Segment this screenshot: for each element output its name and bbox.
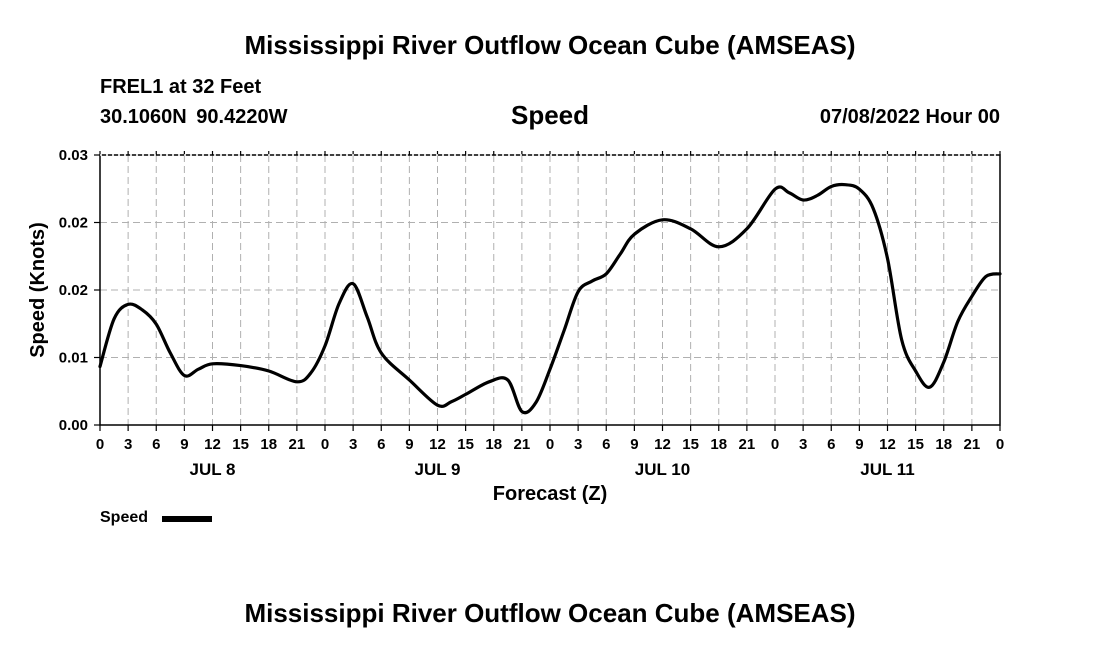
x-tick-label: 6 — [377, 436, 385, 453]
x-tick-label: 3 — [349, 436, 357, 453]
x-tick-label: 6 — [602, 436, 610, 453]
x-tick-label: 12 — [654, 436, 671, 453]
legend-label: Speed — [100, 509, 149, 526]
speed-series-line — [98, 182, 1002, 415]
x-tick-label: 3 — [799, 436, 807, 453]
x-tick-label: 18 — [260, 436, 277, 453]
x-tick-label: 9 — [405, 436, 413, 453]
coordinates-label: 30.1060N 90.4220W — [100, 106, 288, 128]
x-tick-label: 0 — [771, 436, 779, 453]
x-tick-label: 21 — [739, 436, 756, 453]
day-label: JUL 11 — [860, 460, 915, 479]
footer-title: Mississippi River Outflow Ocean Cube (AM… — [244, 598, 856, 628]
x-tick-label: 0 — [96, 436, 104, 453]
day-labels: JUL 8 JUL 9 JUL 10 JUL 11 — [190, 460, 915, 479]
main-title: Mississippi River Outflow Ocean Cube (AM… — [244, 30, 856, 60]
x-tick-label: 15 — [682, 436, 699, 453]
x-tick-label: 21 — [289, 436, 306, 453]
x-tick-label: 12 — [429, 436, 446, 453]
x-tick-label: 18 — [485, 436, 502, 453]
x-tick-label: 6 — [152, 436, 160, 453]
x-tick-labels: 0 3 6 9 12 15 18 21 0 3 6 9 12 15 18 21 0 3 6 9 12 15 18 21 0 3 6 9… — [96, 436, 1004, 453]
x-tick-label: 21 — [514, 436, 531, 453]
x-tick-label: 0 — [321, 436, 329, 453]
y-tick-label: 0.01 — [59, 350, 88, 367]
y-tick-label: 0.00 — [59, 417, 88, 434]
x-tick-label: 18 — [710, 436, 727, 453]
x-tick-label: 9 — [630, 436, 638, 453]
y-axis-label: Speed (Knots) — [27, 222, 49, 358]
x-tick-label: 15 — [232, 436, 249, 453]
grid-lines — [100, 155, 1000, 425]
station-label: FREL1 at 32 Feet — [100, 76, 262, 98]
date-label: 07/08/2022 Hour 00 — [819, 106, 1000, 128]
x-tick-label: 3 — [124, 436, 132, 453]
x-tick-label: 0 — [996, 436, 1004, 453]
x-tick-label: 21 — [964, 436, 981, 453]
x-tick-label: 15 — [907, 436, 924, 453]
x-tick-label: 9 — [855, 436, 863, 453]
day-label: JUL 10 — [635, 460, 690, 479]
x-tick-label: 12 — [204, 436, 221, 453]
axis-ticks — [94, 151, 1001, 431]
x-tick-label: 9 — [180, 436, 188, 453]
series-layer — [98, 182, 1002, 415]
legend-swatch — [162, 516, 212, 522]
y-tick-label: 0.02 — [59, 282, 88, 299]
chart-title: Speed — [510, 100, 590, 130]
x-tick-label: 15 — [457, 436, 474, 453]
x-tick-label: 3 — [574, 436, 582, 453]
x-tick-label: 6 — [827, 436, 835, 453]
x-tick-label: 12 — [879, 436, 896, 453]
y-tick-label: 0.03 — [59, 147, 88, 164]
x-tick-label: 18 — [935, 436, 952, 453]
x-tick-label: 0 — [546, 436, 554, 453]
y-tick-label: 0.02 — [59, 215, 88, 232]
x-axis-label: Forecast (Z) — [493, 483, 607, 505]
day-label: JUL 8 — [190, 460, 236, 479]
day-label: JUL 9 — [415, 460, 461, 479]
y-tick-labels: 0.00 0.01 0.02 0.02 0.03 — [59, 147, 88, 434]
